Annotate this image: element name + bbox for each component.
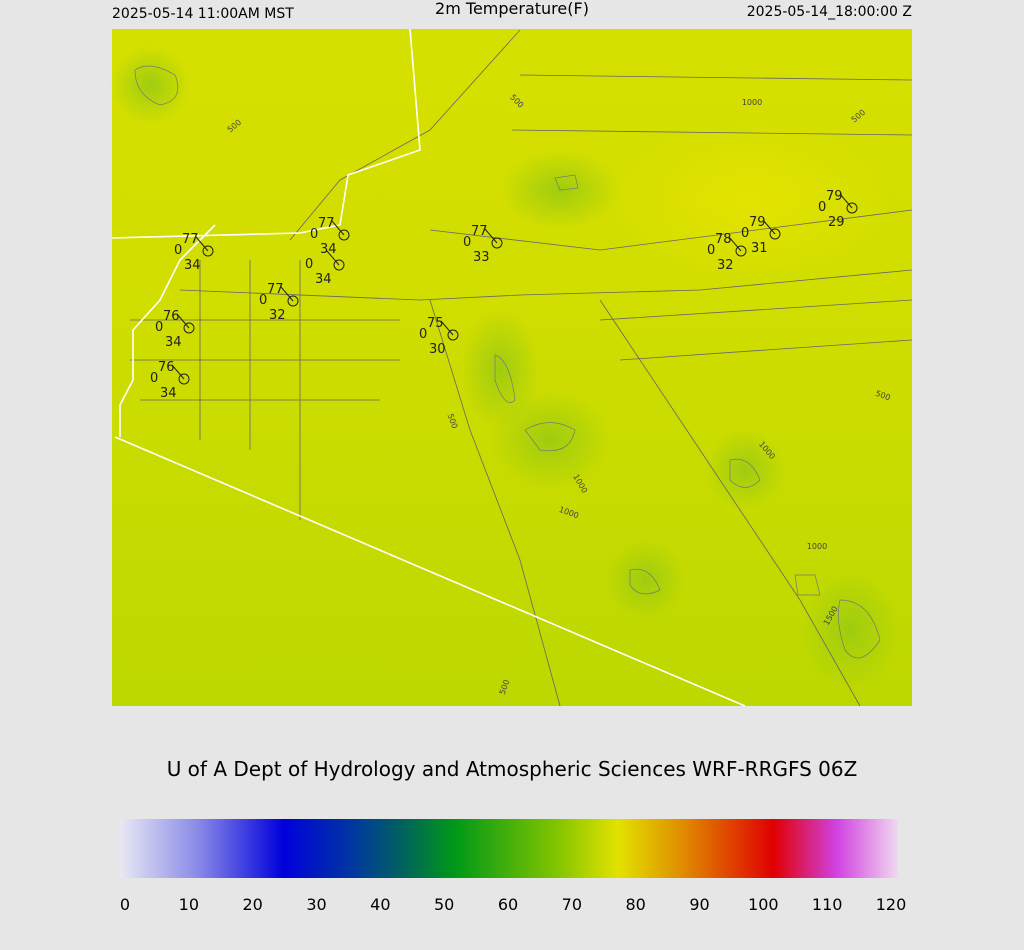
valid-utc: 2025-05-14_18:00:00 Z (747, 4, 912, 20)
colorbar-tick-label: 40 (370, 895, 390, 914)
station-marker (333, 259, 345, 271)
roads (130, 29, 913, 707)
colorbar-tick-label: 110 (812, 895, 843, 914)
contour-label: 1000 (742, 98, 762, 107)
wind-barb (331, 220, 345, 236)
station-sky: 0 (741, 226, 749, 241)
station-marker (178, 373, 190, 385)
wind-barb (839, 193, 853, 209)
station-temp: 77 (182, 232, 199, 247)
station-sky: 0 (310, 227, 318, 242)
station-sky: 0 (174, 243, 182, 258)
wind-barb (280, 286, 294, 302)
station-temp: 75 (427, 316, 444, 331)
station-sky: 0 (818, 200, 826, 215)
station-temp: 77 (318, 216, 335, 231)
contour-label: 1000 (807, 542, 827, 551)
station-marker (846, 202, 858, 214)
station-dewpoint: 29 (828, 215, 845, 230)
station-marker (769, 228, 781, 240)
station-dewpoint: 34 (165, 335, 182, 350)
station-temp: 79 (826, 189, 843, 204)
valid-local: 2025-05-14 11:00AM MST (112, 6, 294, 22)
colorbar-tick-label: 100 (748, 895, 779, 914)
station-dewpoint: 31 (751, 241, 768, 256)
station-temp: 77 (267, 282, 284, 297)
colorbar-tick-label: 10 (179, 895, 199, 914)
credit: U of A Dept of Hydrology and Atmospheric… (167, 757, 858, 781)
station-dewpoint: 34 (184, 258, 201, 273)
station-dewpoint: 34 (160, 386, 177, 401)
colorbar-tick-label: 90 (689, 895, 709, 914)
colorbar-tick-label: 50 (434, 895, 454, 914)
terrain-shade (610, 120, 890, 280)
station-temp: 76 (163, 309, 180, 324)
terrain-shade (605, 540, 685, 620)
station-marker (447, 329, 459, 341)
wind-barb (762, 219, 776, 235)
contours (134, 65, 881, 659)
colorbar-tick-label: 80 (625, 895, 645, 914)
map-title: 2m Temperature(F) (435, 0, 589, 18)
terrain-shade (800, 570, 900, 690)
station-dewpoint: 32 (717, 258, 734, 273)
terrain-shade (110, 45, 190, 125)
station-sky: 0 (463, 235, 471, 250)
station-temp: 77 (471, 224, 488, 239)
wind-barb (728, 236, 742, 252)
station-temp: 76 (158, 360, 175, 375)
station-sky: 0 (155, 320, 163, 335)
station-sky: 0 (259, 293, 267, 308)
station-marker (202, 245, 214, 257)
station-temp: 78 (715, 232, 732, 247)
station-sky: 0 (419, 327, 427, 342)
station-temp: 79 (749, 215, 766, 230)
station-marker (735, 245, 747, 257)
terrain-shade (705, 430, 785, 510)
colorbar-tick-label: 60 (498, 895, 518, 914)
wind-barb (171, 364, 185, 380)
station-dewpoint: 30 (429, 342, 446, 357)
wind-barb (195, 236, 209, 252)
colorbar-tick-label: 20 (242, 895, 262, 914)
colorbar-tick-label: 70 (562, 895, 582, 914)
colorbar-tick-label: 0 (120, 895, 130, 914)
map-area (110, 28, 913, 707)
colorbar (120, 819, 898, 878)
colorbar-tick-label: 120 (876, 895, 907, 914)
station-sky: 0 (305, 257, 313, 272)
station-dewpoint: 34 (315, 272, 332, 287)
colorbar-tick-label: 30 (306, 895, 326, 914)
station-sky: 0 (150, 371, 158, 386)
wind-barb (440, 320, 454, 336)
station-marker (491, 237, 503, 249)
station-dewpoint: 34 (320, 242, 337, 257)
station-marker (338, 229, 350, 241)
wind-barb (176, 313, 190, 329)
station-dewpoint: 32 (269, 308, 286, 323)
wind-barb (484, 228, 498, 244)
station-dewpoint: 33 (473, 250, 490, 265)
terrain-shade (490, 390, 610, 490)
borders (111, 28, 746, 707)
station-marker (287, 295, 299, 307)
station-marker (183, 322, 195, 334)
station-sky: 0 (707, 243, 715, 258)
wind-barb (326, 250, 340, 266)
